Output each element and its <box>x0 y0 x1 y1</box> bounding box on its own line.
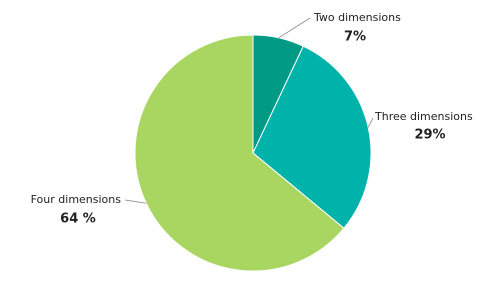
value-label: 29% <box>414 128 445 143</box>
value-label: 64 % <box>60 212 96 227</box>
slice-label: Four dimensions <box>31 193 122 206</box>
value-label: 7% <box>344 30 366 45</box>
slice-label: Three dimensions <box>374 110 473 123</box>
leader-line <box>367 117 374 128</box>
slice-label: Two dimensions <box>313 11 401 24</box>
pie-slice <box>134 34 345 272</box>
leader-line <box>278 17 311 39</box>
leader-line <box>124 199 147 204</box>
